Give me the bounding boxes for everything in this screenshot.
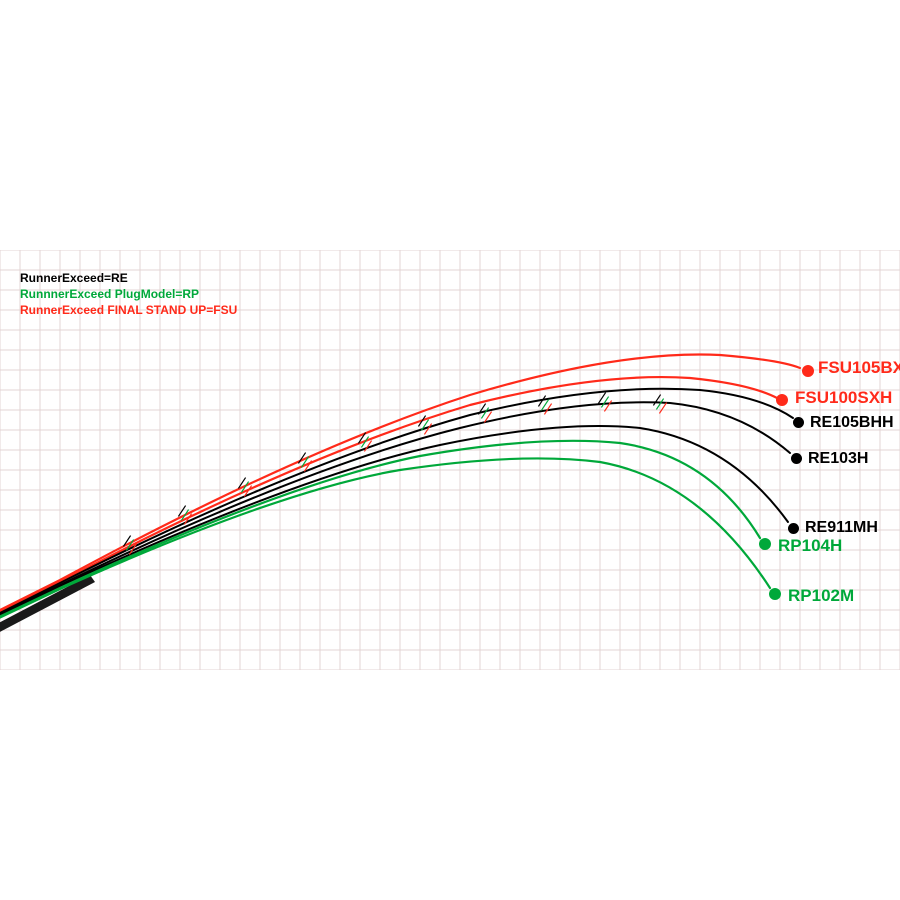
curve-RP104H <box>0 441 760 626</box>
curve-FSU105BXH <box>0 355 800 621</box>
curve-RP102M <box>0 458 770 627</box>
curve-FSU100SXH <box>0 377 777 622</box>
end-dot-RE105BHH <box>793 417 804 428</box>
curve-label-RE105BHH: RE105BHH <box>810 414 894 432</box>
end-dot-RE911MH <box>788 523 799 534</box>
chart-stage: RunnerExceed=RE RunnnerExceed PlugModel=… <box>0 0 900 900</box>
curve-label-RE911MH: RE911MH <box>805 519 878 537</box>
end-dot-RP102M <box>769 588 781 600</box>
curves-svg <box>0 0 900 900</box>
end-dot-FSU105BXH <box>802 365 814 377</box>
legend: RunnerExceed=RE RunnnerExceed PlugModel=… <box>20 270 237 319</box>
curve-RE105BHH <box>0 389 793 623</box>
curve-label-FSU105BXH: FSU105BXH <box>818 358 900 378</box>
curve-label-FSU100SXH: FSU100SXH <box>795 388 892 408</box>
legend-item-rp: RunnnerExceed PlugModel=RP <box>20 286 237 302</box>
curve-label-RP102M: RP102M <box>788 586 854 606</box>
end-dot-RE103H <box>791 453 802 464</box>
end-dot-RP104H <box>759 538 771 550</box>
legend-item-re: RunnerExceed=RE <box>20 270 237 286</box>
curve-label-RE103H: RE103H <box>808 450 868 468</box>
end-dot-FSU100SXH <box>776 394 788 406</box>
curve-label-RP104H: RP104H <box>778 536 842 556</box>
legend-item-fsu: RunnerExceed FINAL STAND UP=FSU <box>20 302 237 318</box>
